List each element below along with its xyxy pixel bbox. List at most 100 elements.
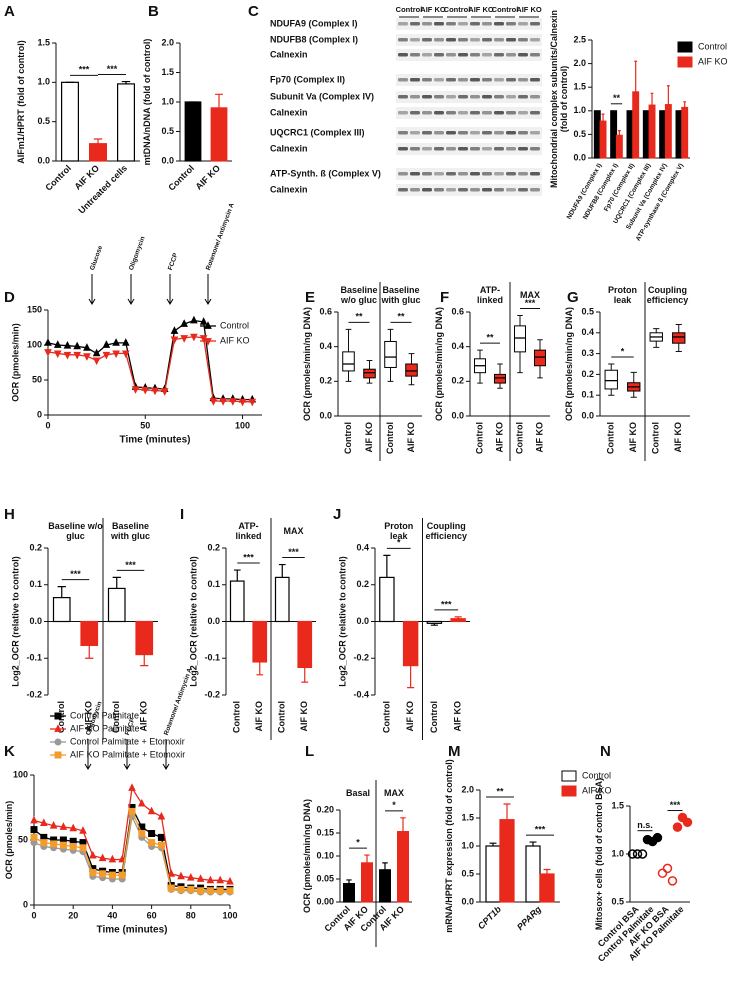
x-tick-label: 100 — [222, 910, 237, 920]
blot-band — [398, 147, 408, 151]
group-label: Basal — [345, 788, 371, 799]
blot-band — [506, 78, 516, 82]
whisker-low — [537, 365, 543, 379]
lane-label: AIF KO — [468, 5, 494, 14]
group-label-box: MAX — [284, 526, 304, 536]
blot-strip — [396, 49, 542, 61]
error-bar — [93, 138, 103, 144]
blot-band — [518, 22, 528, 26]
y-axis-label: OCR (pmoles/min/ng DNA) — [564, 307, 575, 421]
bar — [450, 618, 466, 623]
blot-band — [494, 131, 504, 135]
error-bar — [634, 60, 638, 92]
x-tick-label: AIF KO — [405, 701, 415, 732]
lane-label: AIF KO — [516, 5, 542, 14]
sig-label: *** — [441, 599, 452, 609]
blot-band — [434, 95, 444, 99]
bar — [184, 101, 202, 162]
blot-band — [494, 22, 504, 26]
data-point — [112, 350, 120, 359]
x-tick-label: AIF KO — [139, 701, 149, 732]
x-tick-label: AIF KO — [193, 163, 222, 192]
whisker-high — [630, 371, 637, 383]
group-label-box: Baseline with gluc — [382, 285, 421, 305]
blot-band — [410, 22, 420, 26]
data-point — [148, 839, 156, 847]
blot-label: NDUFB8 (Complex I) — [270, 34, 358, 44]
bar — [80, 620, 99, 646]
blot-band — [518, 95, 528, 99]
data-point — [177, 871, 185, 880]
x-tick-label: 40 — [107, 910, 117, 920]
x-tick-label: AIF KO — [628, 422, 638, 453]
blot-band — [530, 22, 540, 26]
x-tick-label: AIF KO — [673, 422, 683, 453]
blot-band — [422, 38, 432, 42]
legend-marker — [54, 724, 62, 732]
group-label: Proton leak — [608, 285, 637, 305]
blot-band — [458, 111, 468, 115]
y-tick-label: 0.05 — [316, 873, 334, 883]
error-bar — [430, 623, 438, 626]
data-point — [102, 351, 111, 360]
box — [384, 340, 397, 368]
sig-label: *** — [535, 824, 546, 834]
group-label-box: Baseline with gluc — [111, 521, 150, 541]
data-point — [49, 820, 58, 829]
x-tick-label: PPARg — [515, 904, 544, 933]
blot-label: Subunit Va (Complex IV) — [270, 91, 374, 101]
x-tick-label: Control — [166, 163, 196, 193]
y-axis-label-box: AIFm1/HPRT (fold of control) — [16, 40, 26, 164]
whisker-high — [497, 363, 503, 375]
blot-band — [482, 38, 492, 42]
y-axis-label-box: OCR (pmoles/min/ng DNA) — [302, 307, 312, 421]
y-tick-label: 0.1 — [207, 579, 220, 589]
x-axis-label: Time (minutes) — [97, 925, 168, 936]
y-tick-label: -0.2 — [204, 689, 220, 699]
y-tick-label: -0.2 — [26, 689, 42, 699]
panel-letter: N — [600, 743, 611, 760]
data-point — [30, 833, 38, 841]
whisker-low — [408, 376, 415, 386]
dot — [632, 849, 643, 859]
y-tick-label: 0.0 — [319, 410, 332, 420]
y-axis-label: Log2_OCR (relative to control) — [337, 556, 348, 687]
y-tick-label: 0.2 — [451, 376, 464, 386]
data-point — [180, 335, 188, 343]
data-point — [92, 357, 101, 366]
error-bar — [666, 85, 670, 105]
x-tick-label: AIF KO — [534, 422, 544, 453]
error-bar — [278, 563, 286, 578]
dot — [627, 849, 638, 859]
blot-band — [506, 172, 516, 176]
x-tick-label: 60 — [147, 910, 157, 920]
legend-marker — [204, 338, 212, 346]
y-axis-label-box: OCR (pmoles/min/ng DNA) — [302, 799, 312, 913]
whisker-low — [366, 377, 373, 384]
error-bar — [407, 665, 415, 689]
y-axis-label: mRNA/HPRT expression (fold of control) — [444, 759, 455, 933]
group-label-box: Proton leak — [384, 521, 413, 541]
legend-label: AIF KO — [698, 56, 728, 66]
y-axis-label: Mitosox+ cells (fold of control BSA) — [594, 777, 605, 931]
blot-band — [518, 111, 528, 115]
y-axis-label: Mitochondrial complex subunits/Calnexin … — [549, 9, 569, 189]
sig-label: ** — [613, 93, 621, 103]
data-point — [170, 326, 179, 334]
blot-band — [458, 95, 468, 99]
blot-band — [434, 131, 444, 135]
bar — [615, 134, 623, 159]
blot-band — [458, 53, 468, 57]
panel-letter: I — [180, 506, 184, 523]
error-bar — [121, 80, 131, 84]
y-axis-label: Log2_OCR (relative to control) — [10, 556, 21, 687]
blot-band — [422, 78, 432, 82]
sig-label: *** — [243, 552, 254, 562]
group-label-box: MAX — [384, 788, 404, 798]
panel-letter: M — [448, 743, 461, 760]
error-bar — [256, 661, 264, 676]
blot-band — [446, 38, 456, 42]
blot-band — [410, 78, 420, 82]
bar — [135, 620, 154, 656]
blot-band — [446, 53, 456, 57]
